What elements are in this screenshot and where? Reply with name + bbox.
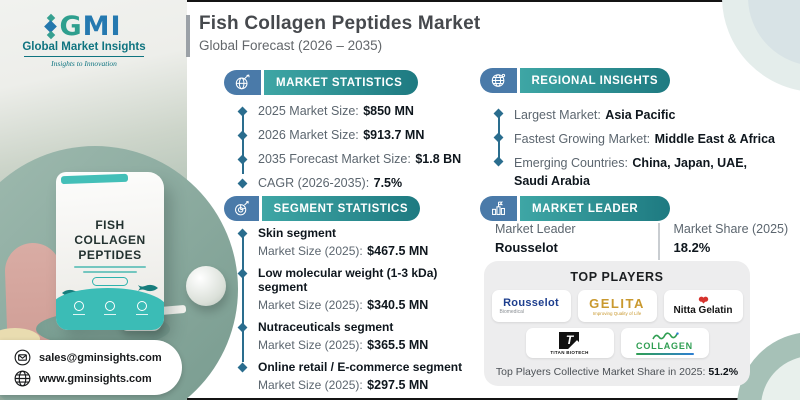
contact-card: sales@gminsights.com www.gminsights.com — [0, 340, 182, 395]
diamond-bullet-icon — [237, 228, 248, 239]
regional-insights-list: Largest Market: Asia Pacific Fastest Gro… — [493, 106, 787, 196]
list-item: Largest Market: Asia Pacific — [493, 106, 787, 124]
section-title: REGIONAL INSIGHTS — [519, 68, 670, 93]
pouch-line-collagen: COLLAGEN — [74, 233, 146, 247]
diamond-bullet-icon — [237, 154, 248, 165]
collective-share-value: 51.2% — [708, 366, 739, 378]
vertical-divider — [658, 223, 660, 260]
podium-leader-icon — [480, 196, 517, 221]
pouch-line-fish: FISH — [95, 218, 125, 232]
pouch-feature-icon — [104, 301, 116, 315]
section-header-segment-statistics: SEGMENT STATISTICS — [224, 196, 420, 221]
diamond-bullet-icon — [237, 268, 248, 279]
gmi-rule — [24, 56, 144, 57]
diamond-bullet-icon — [493, 132, 504, 143]
fish-icon — [138, 284, 158, 292]
list-item: 2025 Market Size: $850 MN — [237, 104, 461, 122]
pouch-subtext-line — [83, 271, 137, 273]
globe-icon — [14, 370, 31, 387]
gmi-logo: GMI Global Market Insights Insights to I… — [14, 13, 154, 68]
globe-icon — [480, 68, 517, 93]
top-players-card: TOP PLAYERS Rousselot Biomedical GELITA … — [484, 261, 750, 386]
contact-website[interactable]: www.gminsights.com — [39, 372, 152, 385]
diamond-bullet-icon — [237, 178, 248, 189]
section-title: MARKET STATISTICS — [264, 70, 418, 95]
list-item: Emerging Countries: China, Japan, UAE, S… — [493, 154, 787, 190]
pouch-subtext-line — [74, 266, 146, 268]
list-item: Skin segment Market Size (2025): $467.5 … — [237, 226, 483, 260]
pouch-badge — [92, 277, 128, 286]
market-leader-value: Rousselot — [495, 240, 558, 255]
contact-email[interactable]: sales@gminsights.com — [39, 351, 162, 364]
market-share-label: Market Share (2025) — [673, 222, 789, 236]
logo-collagen: COLLAGEN — [620, 328, 709, 358]
top-players-title: TOP PLAYERS — [570, 270, 664, 284]
pouch-feature-icon — [72, 301, 85, 315]
section-title: MARKET LEADER — [520, 196, 670, 221]
logo-gelita: GELITA Improving Quality of Life — [577, 290, 657, 322]
diamond-bullet-icon — [493, 156, 504, 167]
market-leader-label: Market Leader — [495, 222, 576, 236]
market-share-value: 18.2% — [673, 240, 711, 255]
pie-gauge-icon — [224, 196, 259, 221]
list-item: 2026 Market Size: $913.7 MN — [237, 128, 461, 146]
collagen-underline — [635, 352, 694, 355]
collagen-squiggle-icon — [651, 331, 679, 341]
gmi-tagline: Insights to Innovation — [51, 59, 117, 68]
gmi-wordmark: GMI — [59, 11, 122, 42]
logo-nitta-gelatin: Nitta Gelatin — [663, 290, 743, 322]
section-title: SEGMENT STATISTICS — [261, 196, 420, 221]
diamond-bullet-icon — [237, 322, 248, 333]
contact-email-row[interactable]: sales@gminsights.com — [14, 347, 182, 368]
pouch-feature-icon — [135, 301, 148, 315]
envelope-icon — [14, 349, 31, 366]
list-item: 2035 Forecast Market Size: $1.8 BN — [237, 152, 461, 170]
diamond-bullet-icon — [237, 130, 248, 141]
logo-rousselot: Rousselot Biomedical — [491, 290, 571, 322]
pouch-teal-band — [56, 288, 164, 330]
gmi-company-name: Global Market Insights — [22, 41, 146, 53]
contact-website-row[interactable]: www.gminsights.com — [14, 368, 182, 389]
market-leader-content: Market Leader Rousselot Market Share (20… — [495, 222, 800, 260]
product-photo-panel: FISH COLLAGEN PEPTIDES — [0, 0, 242, 400]
diamond-bullet-icon — [493, 108, 504, 119]
top-players-footer: Top Players Collective Market Share in 2… — [495, 366, 739, 378]
logo-titan-biotech: T TITAN BIOTECH — [525, 328, 614, 358]
section-header-market-statistics: MARKET STATISTICS — [224, 70, 418, 95]
pouch-product-name: FISH COLLAGEN PEPTIDES — [56, 218, 164, 263]
top-players-row-2: T TITAN BIOTECH COLLAGEN — [484, 328, 750, 358]
top-players-row-1: Rousselot Biomedical GELITA Improving Qu… — [484, 290, 750, 322]
page-title: Fish Collagen Peptides Market — [199, 13, 481, 34]
white-sphere-prop — [186, 266, 226, 306]
nitta-flower-icon — [698, 296, 709, 304]
segment-statistics-list: Skin segment Market Size (2025): $467.5 … — [237, 226, 483, 400]
diamond-bullet-icon — [237, 106, 248, 117]
section-header-regional-insights: REGIONAL INSIGHTS — [480, 68, 670, 93]
market-statistics-list: 2025 Market Size: $850 MN 2026 Market Si… — [237, 104, 461, 200]
list-item: CAGR (2026-2035): 7.5% — [237, 176, 461, 194]
list-item: Fastest Growing Market: Middle East & Af… — [493, 130, 787, 148]
globe-chart-icon — [224, 70, 261, 95]
pouch-line-peptides: PEPTIDES — [78, 248, 142, 262]
list-item: Online retail / E-commerce segment Marke… — [237, 360, 483, 394]
title-accent-bar — [186, 15, 190, 57]
diamond-bullet-icon — [237, 362, 248, 373]
section-header-market-leader: MARKET LEADER — [480, 196, 670, 221]
list-item: Low molecular weight (1-3 kDa) segment M… — [237, 266, 483, 314]
page-subtitle: Global Forecast (2026 – 2035) — [199, 38, 383, 53]
product-pouch: FISH COLLAGEN PEPTIDES — [56, 172, 164, 330]
list-item: Nutraceuticals segment Market Size (2025… — [237, 320, 483, 354]
